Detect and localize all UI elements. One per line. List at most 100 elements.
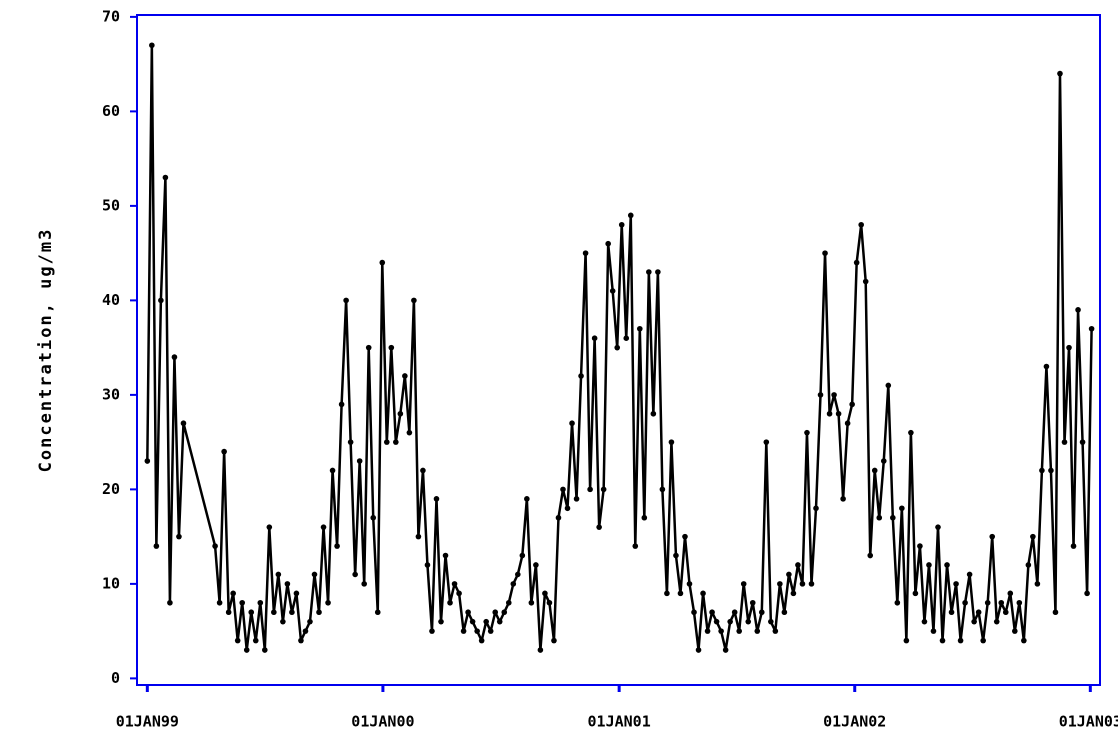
data-point <box>352 571 358 578</box>
data-point <box>582 250 589 256</box>
data-point <box>257 599 264 606</box>
series-line <box>146 43 1093 652</box>
x-tick-label: 01JAN01 <box>588 713 651 731</box>
data-point <box>424 562 431 568</box>
data-point <box>885 382 892 389</box>
data-point <box>451 581 458 587</box>
data-point <box>442 552 449 559</box>
y-tick-label: 30 <box>102 385 120 403</box>
data-point <box>343 297 349 304</box>
data-point <box>867 552 874 559</box>
data-point <box>835 410 842 417</box>
data-point <box>704 628 711 634</box>
data-point <box>180 420 187 427</box>
data-point <box>673 552 679 559</box>
data-point <box>826 410 833 417</box>
data-point <box>799 581 806 587</box>
data-point <box>758 609 765 616</box>
data-point <box>225 609 232 616</box>
data-point <box>627 212 634 219</box>
data-point <box>736 628 742 634</box>
data-point <box>664 590 670 597</box>
data-point <box>957 637 964 644</box>
data-point <box>953 581 959 587</box>
data-point <box>505 599 512 606</box>
data-point <box>772 628 779 634</box>
data-point <box>646 269 652 275</box>
data-point <box>560 486 566 493</box>
data-point <box>519 552 526 559</box>
data-point <box>280 618 286 625</box>
data-point <box>894 599 901 606</box>
data-point <box>320 524 327 530</box>
data-point <box>252 637 259 644</box>
data-point <box>537 647 544 653</box>
data-point <box>415 533 422 540</box>
data-point <box>917 543 923 549</box>
data-point <box>740 581 747 587</box>
data-point <box>221 448 227 455</box>
data-point <box>465 609 471 616</box>
data-point <box>569 420 575 427</box>
data-point <box>383 439 390 445</box>
data-point <box>261 647 268 653</box>
data-point <box>880 458 887 464</box>
data-point <box>632 543 639 549</box>
data-point <box>158 297 164 304</box>
data-point <box>176 533 182 540</box>
data-point <box>718 628 724 634</box>
data-point <box>614 344 621 351</box>
data-point <box>786 571 792 578</box>
data-point <box>478 637 485 644</box>
data-point <box>804 429 810 436</box>
data-point <box>609 288 616 294</box>
data-point <box>858 221 864 228</box>
data-point <box>1079 439 1086 445</box>
data-point <box>325 599 331 606</box>
data-point <box>1061 439 1068 445</box>
data-point <box>212 543 218 549</box>
data-point <box>564 505 571 512</box>
data-point <box>370 514 377 521</box>
y-tick-label: 40 <box>102 291 120 309</box>
data-point <box>993 618 1000 625</box>
data-point <box>374 609 381 616</box>
data-point <box>230 590 236 597</box>
data-point <box>1030 533 1036 540</box>
data-point <box>790 590 797 597</box>
data-point <box>298 637 304 644</box>
data-point <box>149 42 155 49</box>
data-point <box>171 354 178 360</box>
data-point <box>483 618 489 625</box>
data-point <box>908 429 914 436</box>
data-point <box>944 562 950 568</box>
data-point <box>397 410 404 417</box>
data-point <box>167 599 173 606</box>
data-point <box>555 514 562 521</box>
data-point <box>862 278 869 285</box>
data-point <box>501 609 508 616</box>
data-point <box>682 533 688 540</box>
data-point <box>1066 344 1072 351</box>
data-point <box>1043 363 1050 370</box>
data-point <box>487 628 494 634</box>
data-point <box>347 439 354 445</box>
data-point <box>293 590 300 597</box>
data-point <box>921 618 928 625</box>
data-point <box>618 221 625 228</box>
data-point <box>533 562 539 568</box>
data-point <box>813 505 819 512</box>
data-point <box>700 590 706 597</box>
data-point <box>980 637 986 644</box>
data-point <box>591 335 598 341</box>
data-point <box>271 609 277 616</box>
data-point <box>316 609 322 616</box>
data-point <box>686 581 693 587</box>
data-point <box>429 628 435 634</box>
x-tick-label: 01JAN02 <box>823 713 886 731</box>
data-point <box>962 599 968 606</box>
y-tick-label: 60 <box>102 102 120 120</box>
data-point <box>939 637 946 644</box>
data-point <box>474 628 480 634</box>
